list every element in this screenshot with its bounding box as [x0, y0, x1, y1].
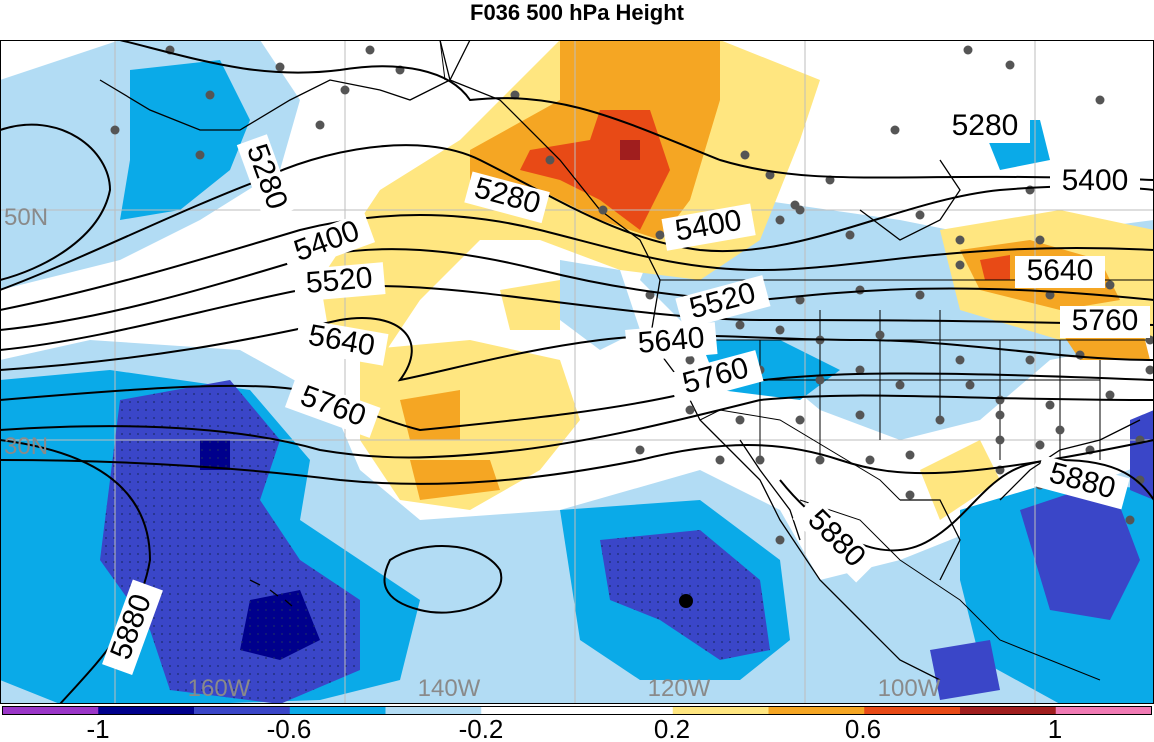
lat-label: 30N — [4, 433, 48, 460]
colorbar-tick-label: 1 — [1048, 714, 1062, 742]
colorbar-segments — [2, 706, 1152, 715]
longitude-labels: 160W 140W 120W 100W — [188, 675, 941, 702]
lon-label: 100W — [878, 675, 941, 702]
graticule — [0, 40, 1154, 704]
latitude-labels: 50N 30N — [4, 204, 48, 460]
station-markers — [110, 45, 1154, 545]
contour-label: 5400 — [1062, 164, 1129, 197]
colorbar-tick-label: -0.6 — [267, 714, 312, 742]
colorbar-tick-label: 0.2 — [654, 714, 690, 742]
colorbar: -1 -0.6 -0.2 0.2 0.6 1 — [2, 706, 1152, 742]
colorbar-tick-label: -0.2 — [459, 714, 504, 742]
lat-label: 50N — [4, 204, 48, 231]
colorbar-segment — [768, 706, 865, 715]
colorbar-segment — [864, 706, 961, 715]
colorbar-segment — [289, 706, 386, 715]
colorbar-segment — [98, 706, 195, 715]
map-panel: 5280 5280 5280 5400 5400 5400 5520 5520 … — [0, 40, 1154, 704]
height-contours — [0, 40, 1154, 704]
contour-label: 5640 — [1027, 254, 1094, 287]
colorbar-segment — [481, 706, 578, 715]
colorbar-segment — [1055, 706, 1152, 715]
contour-label: 5520 — [304, 261, 373, 300]
highlight-station-marker — [679, 594, 693, 608]
shading-dark-red — [620, 140, 640, 160]
colorbar-segment — [385, 706, 482, 715]
lon-label: 160W — [188, 675, 251, 702]
contour-label: 5640 — [636, 321, 705, 360]
political-borders — [439, 40, 1154, 681]
colorbar-segment — [672, 706, 769, 715]
plot-title: F036 500 hPa Height — [470, 0, 684, 25]
contour-label: 5280 — [952, 109, 1019, 142]
contour-label: 5760 — [1072, 304, 1139, 337]
colorbar-frame — [2, 706, 1152, 715]
lon-label: 140W — [418, 675, 481, 702]
colorbar-tick-label: 0.6 — [845, 714, 881, 742]
colorbar-tick-label: -1 — [86, 714, 109, 742]
colorbar-segment — [577, 706, 674, 715]
colorbar-segment — [194, 706, 291, 715]
colorbar-ticks: -1 -0.6 -0.2 0.2 0.6 1 — [86, 714, 1062, 742]
colorbar-segment — [960, 706, 1057, 715]
colorbar-segment — [2, 706, 99, 715]
lon-label: 120W — [648, 675, 711, 702]
